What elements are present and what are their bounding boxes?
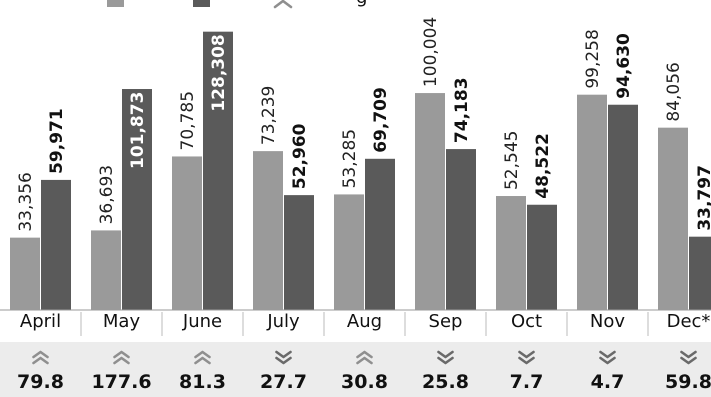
bar-series-a-oct bbox=[496, 196, 526, 310]
legend-text: g bbox=[356, 0, 367, 8]
bar-series-b-nov bbox=[608, 104, 638, 310]
category-label: Dec* bbox=[667, 311, 711, 332]
data-label-series-b: 128,308 bbox=[209, 34, 229, 111]
bars bbox=[10, 31, 711, 311]
change-value: 81.3 bbox=[179, 371, 226, 393]
category-label: June bbox=[182, 311, 222, 332]
data-label-series-b: 48,522 bbox=[533, 133, 553, 199]
change-value: 25.8 bbox=[422, 371, 469, 393]
data-label-series-b: 69,709 bbox=[371, 87, 391, 153]
legend-swatch-series-a bbox=[107, 0, 124, 7]
change-band-background bbox=[0, 342, 711, 397]
data-label-series-b: 52,960 bbox=[290, 123, 310, 189]
data-label-series-b: 74,183 bbox=[452, 77, 472, 143]
change-value: 59.8 bbox=[665, 371, 711, 393]
bar-series-a-june bbox=[172, 156, 202, 310]
change-value: 177.6 bbox=[91, 371, 151, 393]
category-label: April bbox=[20, 311, 61, 332]
change-double-chevron-up-icon bbox=[113, 350, 130, 365]
data-label-series-a: 73,239 bbox=[259, 86, 279, 145]
value-labels: 33,356 59,971 36,693 101,873 70,785 128,308 73… bbox=[16, 17, 711, 232]
bar-series-a-nov bbox=[577, 94, 607, 310]
change-value: 7.7 bbox=[510, 371, 544, 393]
bar-series-a-dec bbox=[658, 127, 688, 310]
change-double-chevron-up-icon bbox=[356, 350, 373, 365]
bar-series-b-dec bbox=[689, 236, 711, 310]
data-label-series-a: 99,258 bbox=[583, 29, 603, 88]
data-label-series-a: 84,056 bbox=[664, 62, 684, 121]
data-label-series-a: 36,693 bbox=[97, 165, 117, 224]
legend-swatch-series-b bbox=[193, 0, 210, 7]
bar-series-b-aug bbox=[365, 158, 395, 310]
change-double-chevron-up-icon bbox=[32, 350, 49, 365]
change-value: 4.7 bbox=[591, 371, 625, 393]
bar-series-b-may bbox=[122, 89, 152, 311]
change-double-chevron-down-icon bbox=[437, 350, 454, 365]
bar-series-a-july bbox=[253, 151, 283, 310]
category-label: May bbox=[103, 311, 141, 332]
change-band: 79.8 177.6 81.3 27.7 30.8 25.8 7.7 4.7 59.8 bbox=[0, 342, 711, 397]
data-label-series-a: 52,545 bbox=[502, 131, 522, 190]
change-value: 27.7 bbox=[260, 371, 307, 393]
data-label-series-b: 101,873 bbox=[128, 92, 148, 169]
category-label: Aug bbox=[347, 311, 382, 332]
bar-series-b-june bbox=[203, 31, 233, 310]
bar-series-b-sep bbox=[446, 149, 476, 310]
change-double-chevron-down-icon bbox=[599, 350, 616, 365]
data-label-series-a: 70,785 bbox=[178, 91, 198, 150]
change-double-chevron-up-icon bbox=[194, 350, 211, 365]
bar-series-a-sep bbox=[415, 93, 445, 311]
bar-series-b-april bbox=[41, 179, 71, 310]
data-label-series-a: 53,285 bbox=[340, 129, 360, 188]
change-double-chevron-down-icon bbox=[680, 350, 697, 365]
category-label: Nov bbox=[590, 311, 625, 332]
change-double-chevron-down-icon bbox=[275, 350, 292, 365]
change-value: 30.8 bbox=[341, 371, 388, 393]
category-axis: April May June July Aug Sep Oct Nov Dec* bbox=[0, 309, 711, 338]
category-label: Oct bbox=[511, 311, 542, 332]
legend: g bbox=[107, 0, 367, 9]
category-label: Sep bbox=[429, 311, 463, 332]
data-label-series-a: 100,004 bbox=[421, 17, 441, 87]
change-value: 79.8 bbox=[17, 371, 64, 393]
bar-series-b-oct bbox=[527, 204, 557, 310]
category-row bbox=[0, 310, 711, 338]
legend-double-chevron-up-icon bbox=[273, 0, 293, 9]
bar-series-a-aug bbox=[334, 194, 364, 310]
bar-series-a-may bbox=[91, 230, 121, 310]
bar-series-a-april bbox=[10, 237, 40, 310]
data-label-series-b: 33,797 bbox=[695, 165, 711, 231]
category-label: July bbox=[266, 311, 300, 332]
data-label-series-b: 59,971 bbox=[47, 108, 67, 174]
data-label-series-a: 33,356 bbox=[16, 172, 36, 231]
change-double-chevron-down-icon bbox=[518, 350, 535, 365]
data-label-series-b: 94,630 bbox=[614, 33, 634, 99]
bar-series-b-july bbox=[284, 195, 314, 310]
